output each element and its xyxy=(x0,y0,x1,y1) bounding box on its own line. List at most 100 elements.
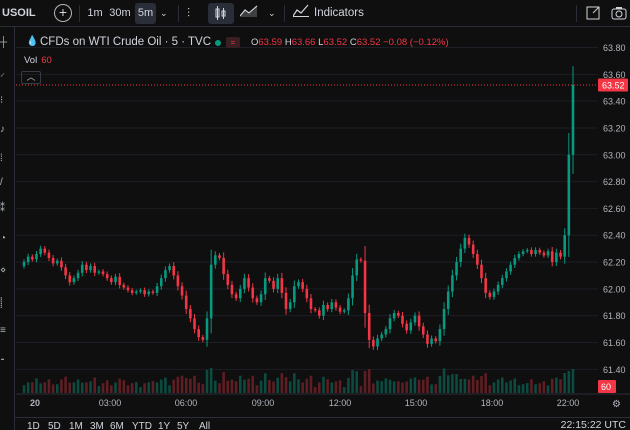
volume-bar xyxy=(214,380,217,393)
volume-bar xyxy=(376,380,379,393)
zoom-icon[interactable]: ◔ xyxy=(0,233,7,244)
range-1m[interactable]: 1M xyxy=(69,421,83,430)
flags-icon[interactable]: = xyxy=(226,37,240,48)
candle xyxy=(388,318,392,330)
trend-line-icon[interactable]: ⸝ xyxy=(0,68,5,79)
eye-icon[interactable]: ≡ xyxy=(0,325,6,336)
gear-icon[interactable]: ⚙ xyxy=(612,399,621,410)
candle xyxy=(555,252,558,263)
candle xyxy=(55,260,59,264)
range-5y[interactable]: 5Y xyxy=(177,421,190,430)
legend-title[interactable]: CFDs on WTI Crude Oil · 5 · TVC xyxy=(40,36,212,48)
volume-bar xyxy=(559,379,562,393)
volume-bar xyxy=(355,371,359,393)
candle xyxy=(22,262,26,267)
crosshair-icon[interactable]: ┼ xyxy=(0,37,8,48)
candle xyxy=(471,244,475,254)
volume-bar xyxy=(222,372,225,393)
volume-bar xyxy=(168,385,171,393)
candle xyxy=(172,266,176,276)
symbol-search[interactable]: USOIL xyxy=(2,7,36,19)
candle xyxy=(184,295,188,309)
volume-value: 60 xyxy=(41,55,52,66)
chevron-down-icon[interactable]: ⌄ xyxy=(160,8,168,18)
candle xyxy=(209,264,213,319)
volume-bar xyxy=(147,382,151,393)
last-price-tag-label: 63.52 xyxy=(602,81,625,91)
area-icon[interactable] xyxy=(239,0,258,27)
chevron-down-icon[interactable]: ⌄ xyxy=(268,8,276,18)
interval-5m[interactable]: 5m xyxy=(135,3,156,24)
candle xyxy=(43,248,47,253)
indicators-button[interactable]: Indicators xyxy=(314,7,364,19)
candle xyxy=(463,237,467,249)
range-3m[interactable]: 3M xyxy=(90,421,104,430)
candle xyxy=(93,266,96,273)
close-value: 63.52 xyxy=(356,37,381,48)
range-5d[interactable]: 5D xyxy=(48,421,61,430)
drop-icon: 💧 xyxy=(26,36,39,47)
range-6m[interactable]: 6M xyxy=(110,421,124,430)
brush-icon[interactable]: ♪ xyxy=(0,124,5,135)
bar-style-icon[interactable]: ⫶ xyxy=(187,6,191,20)
collapse-legend-button[interactable]: ︿ xyxy=(21,71,41,84)
volume-bar xyxy=(197,382,200,393)
candle xyxy=(39,248,42,254)
add-symbol-icon[interactable]: + xyxy=(54,4,72,22)
x-tick-label: 06:00 xyxy=(175,398,198,408)
range-all[interactable]: All xyxy=(199,421,211,430)
candle xyxy=(363,260,367,313)
range-1d[interactable]: 1D xyxy=(27,421,40,430)
measure-icon[interactable]: ⁑ xyxy=(0,203,5,214)
y-tick-label: 63.80 xyxy=(603,43,626,53)
volume-bar xyxy=(247,378,250,393)
y-tick-label: 61.80 xyxy=(603,311,626,321)
y-tick-label: 61.40 xyxy=(603,365,626,375)
volume-tag-label: 60 xyxy=(601,382,611,392)
market-status-icon[interactable] xyxy=(215,40,221,46)
interval-30m[interactable]: 30m xyxy=(109,7,131,19)
trash-icon[interactable]: ⁃ xyxy=(0,355,5,366)
volume-bar xyxy=(293,373,296,393)
magnet-icon[interactable]: ⋄ xyxy=(0,265,7,276)
text-icon[interactable]: ⁞ xyxy=(0,153,3,164)
candle xyxy=(459,248,462,263)
candle xyxy=(293,286,296,303)
candle xyxy=(480,264,483,279)
volume-bar xyxy=(405,381,408,393)
volume-bar xyxy=(68,382,72,393)
lock-icon[interactable]: ⸽ xyxy=(0,298,3,309)
indicators-icon[interactable] xyxy=(292,0,309,27)
bottom-toolbar xyxy=(15,417,630,430)
candle xyxy=(72,278,76,283)
range-1y[interactable]: 1Y xyxy=(158,421,171,430)
ruler-icon[interactable]: / xyxy=(0,177,3,188)
utc-clock[interactable]: 22:15:22 UTC xyxy=(560,419,626,430)
volume-legend[interactable]: Vol 60 xyxy=(24,55,52,66)
volume-bar xyxy=(39,383,42,393)
candle xyxy=(105,274,109,279)
y-tick-label: 63.60 xyxy=(603,70,626,80)
candle xyxy=(521,251,525,254)
volume-bar xyxy=(326,379,329,393)
volume-bar xyxy=(434,384,438,393)
candle xyxy=(309,298,313,309)
ohlc-values: O63.59 H63.66 L63.52 C63.52 −0.08 (−0.12… xyxy=(251,37,449,48)
snapshot-icon[interactable] xyxy=(611,0,627,27)
range-ytd[interactable]: YTD xyxy=(132,421,152,430)
candle xyxy=(301,282,304,289)
candles-icon[interactable] xyxy=(208,3,234,24)
y-tick-label: 63.20 xyxy=(603,123,626,133)
candle xyxy=(342,310,346,312)
price-axis[interactable] xyxy=(598,27,630,417)
candle xyxy=(326,304,329,309)
volume-bar xyxy=(305,378,309,393)
candle xyxy=(467,237,471,245)
volume-bar xyxy=(226,380,230,393)
y-tick-label: 62.60 xyxy=(603,204,626,214)
interval-1m[interactable]: 1m xyxy=(87,7,103,19)
fullscreen-icon[interactable] xyxy=(586,0,600,27)
x-tick-label: 03:00 xyxy=(99,398,122,408)
fib-icon[interactable]: ⁝ xyxy=(0,95,4,106)
